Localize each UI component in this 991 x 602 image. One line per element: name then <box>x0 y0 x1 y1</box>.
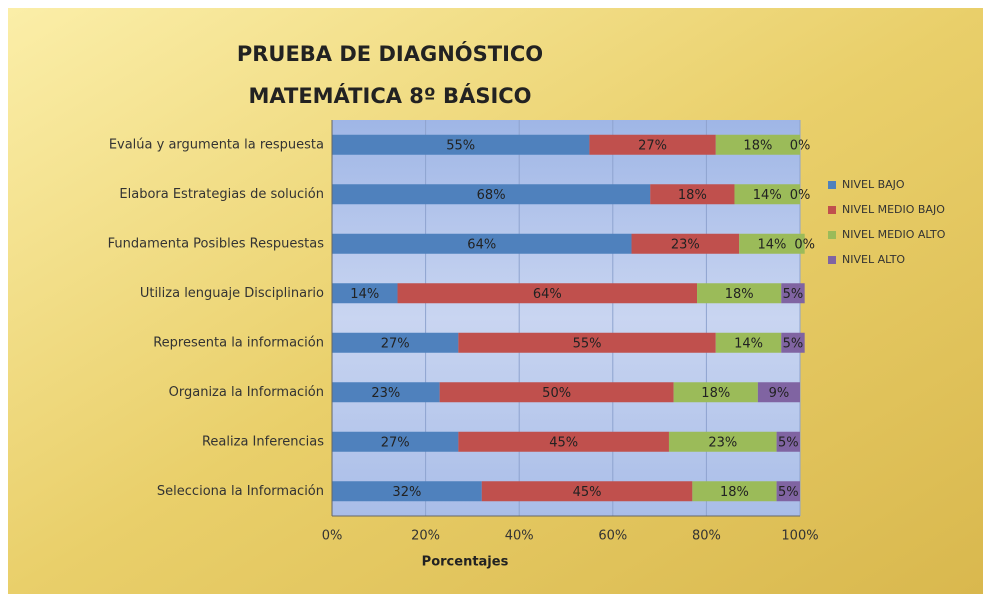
value-label: 14% <box>734 336 763 351</box>
legend-label: NIVEL ALTO <box>842 253 905 266</box>
bar-segment <box>668 431 777 452</box>
x-tick-label: 20% <box>411 529 440 544</box>
value-label: 14% <box>350 287 379 302</box>
value-label: 50% <box>542 386 571 401</box>
value-label: 14% <box>753 188 782 203</box>
bar-segment <box>673 382 758 403</box>
bar-segment <box>781 332 805 353</box>
x-tick-label: 100% <box>781 529 818 544</box>
bar-segment <box>458 332 716 353</box>
value-label: 5% <box>778 435 799 450</box>
bar-segment <box>332 184 651 205</box>
value-label: 45% <box>573 485 602 500</box>
y-tick-label: Utiliza lenguaje Disciplinario <box>140 286 324 301</box>
bar-segment <box>757 382 800 403</box>
bar-segment <box>739 233 805 254</box>
y-tick-label: Representa la información <box>153 335 324 350</box>
legend-label: NIVEL MEDIO ALTO <box>842 228 946 241</box>
value-label: 23% <box>371 386 400 401</box>
value-label: 23% <box>708 435 737 450</box>
y-tick-label: Realiza Inferencias <box>202 434 324 449</box>
chart-subtitle: MATEMÁTICA 8º BÁSICO <box>248 83 531 108</box>
bar-segment <box>692 481 777 502</box>
bar-segment <box>650 184 735 205</box>
bar-segment <box>776 431 800 452</box>
bar-segment <box>734 184 800 205</box>
bar-segment <box>715 134 800 155</box>
bar-segment <box>332 332 459 353</box>
value-label: 9% <box>769 386 790 401</box>
y-tick-label: Evalúa y argumenta la respuesta <box>109 137 324 152</box>
value-label: 64% <box>533 287 562 302</box>
value-label: 23% <box>671 237 700 252</box>
plot-area <box>332 120 800 516</box>
y-tick-label: Organiza la Información <box>169 385 324 400</box>
bar-segment <box>481 481 693 502</box>
value-label: 0% <box>790 188 811 203</box>
value-label: 18% <box>678 188 707 203</box>
value-label: 18% <box>701 386 730 401</box>
bar-segment <box>332 382 440 403</box>
bar-segment <box>332 283 398 304</box>
x-tick-label: 0% <box>322 529 343 544</box>
bar-segment <box>781 283 805 304</box>
bar-segment <box>439 382 674 403</box>
bar-segment <box>332 481 482 502</box>
value-label: 27% <box>638 138 667 153</box>
value-label: 18% <box>743 138 772 153</box>
legend-swatch <box>828 181 836 189</box>
y-tick-label: Selecciona la Información <box>157 484 324 499</box>
value-label: 5% <box>783 287 804 302</box>
bar-segment <box>631 233 740 254</box>
value-label: 18% <box>725 287 754 302</box>
value-label: 32% <box>392 485 421 500</box>
bar-segment <box>589 134 716 155</box>
bar-segment <box>332 431 459 452</box>
legend-label: NIVEL MEDIO BAJO <box>842 203 945 216</box>
value-label: 0% <box>794 237 815 252</box>
value-label: 0% <box>790 138 811 153</box>
legend-swatch <box>828 206 836 214</box>
legend-swatch <box>828 231 836 239</box>
chart-title: PRUEBA DE DIAGNÓSTICO <box>237 41 543 66</box>
value-label: 55% <box>446 138 475 153</box>
bar-segment <box>697 283 782 304</box>
value-label: 55% <box>573 336 602 351</box>
value-label: 14% <box>757 237 786 252</box>
bar-segment <box>332 134 590 155</box>
value-label: 45% <box>549 435 578 450</box>
value-label: 27% <box>381 435 410 450</box>
x-tick-label: 60% <box>598 529 627 544</box>
x-axis-title: Porcentajes <box>422 555 509 570</box>
value-label: 68% <box>477 188 506 203</box>
legend-label: NIVEL BAJO <box>842 178 905 191</box>
value-label: 27% <box>381 336 410 351</box>
bar-segment <box>458 431 669 452</box>
bar-segment <box>776 481 800 502</box>
y-tick-label: Elabora Estrategias de solución <box>119 187 324 202</box>
value-label: 5% <box>778 485 799 500</box>
x-tick-label: 40% <box>505 529 534 544</box>
bar-segment <box>332 233 632 254</box>
value-label: 18% <box>720 485 749 500</box>
value-label: 64% <box>467 237 496 252</box>
bar-segment <box>397 283 698 304</box>
y-tick-label: Fundamenta Posibles Respuestas <box>108 236 325 251</box>
bar-segment <box>715 332 782 353</box>
x-tick-label: 80% <box>692 529 721 544</box>
value-label: 5% <box>783 336 804 351</box>
legend-swatch <box>828 256 836 264</box>
